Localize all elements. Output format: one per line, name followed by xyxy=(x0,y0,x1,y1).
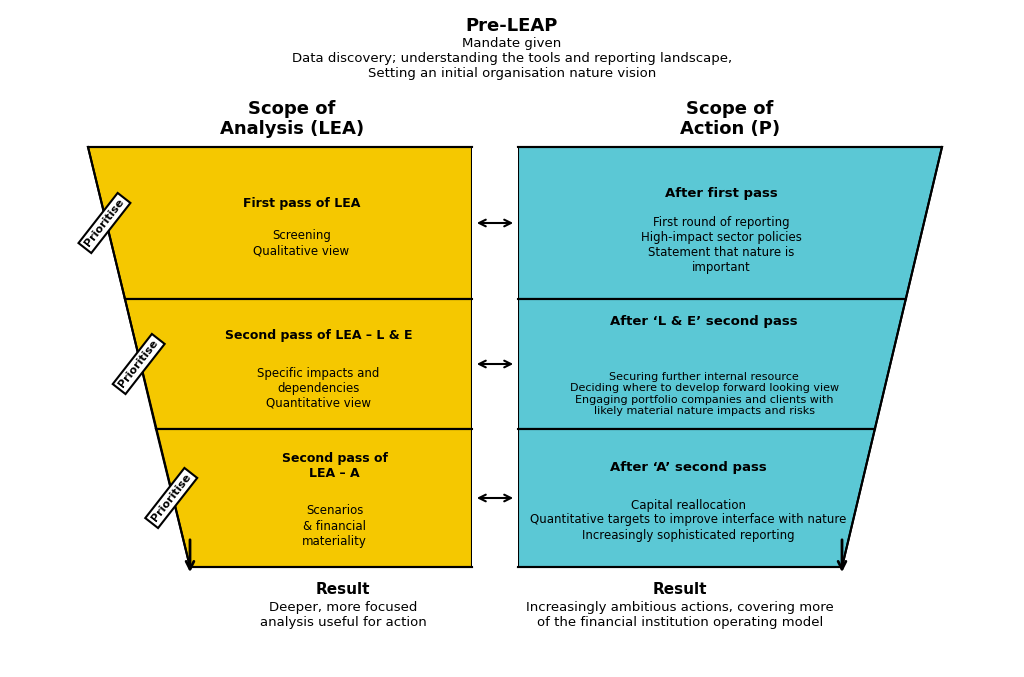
Text: Increasingly ambitious actions, covering more
of the financial institution opera: Increasingly ambitious actions, covering… xyxy=(526,601,834,629)
Text: Capital reallocation
Quantitative targets to improve interface with nature
Incre: Capital reallocation Quantitative target… xyxy=(530,498,847,542)
Polygon shape xyxy=(518,299,906,429)
Text: Pre-LEAP: Pre-LEAP xyxy=(466,17,558,35)
Text: Specific impacts and
dependencies
Quantitative view: Specific impacts and dependencies Quanti… xyxy=(257,366,380,410)
Text: Screening
Qualitative view: Screening Qualitative view xyxy=(253,229,349,257)
FancyArrowPatch shape xyxy=(479,495,511,502)
Text: Result: Result xyxy=(652,582,708,596)
Polygon shape xyxy=(88,147,472,299)
Text: Result: Result xyxy=(315,582,371,596)
Text: Second pass of
LEA – A: Second pass of LEA – A xyxy=(282,452,388,480)
Text: Prioritise: Prioritise xyxy=(83,197,126,248)
Polygon shape xyxy=(472,147,518,567)
Polygon shape xyxy=(518,147,942,299)
Text: Securing further internal resource
Deciding where to develop forward looking vie: Securing further internal resource Decid… xyxy=(569,372,839,416)
Text: After ‘L & E’ second pass: After ‘L & E’ second pass xyxy=(610,315,798,328)
FancyArrowPatch shape xyxy=(479,361,511,368)
Text: Second pass of LEA – L & E: Second pass of LEA – L & E xyxy=(224,330,412,343)
Polygon shape xyxy=(518,429,874,567)
Polygon shape xyxy=(125,299,472,429)
Text: Scope of
Action (P): Scope of Action (P) xyxy=(680,100,780,138)
Text: First round of reporting
High-impact sector policies
Statement that nature is
im: First round of reporting High-impact sec… xyxy=(641,216,802,274)
Text: Scenarios
& financial
materiality: Scenarios & financial materiality xyxy=(302,504,367,548)
Text: Prioritise: Prioritise xyxy=(150,473,193,524)
Text: Deeper, more focused
analysis useful for action: Deeper, more focused analysis useful for… xyxy=(260,601,426,629)
Text: After first pass: After first pass xyxy=(665,186,777,200)
Text: Scope of
Analysis (LEA): Scope of Analysis (LEA) xyxy=(220,100,365,138)
Text: Prioritise: Prioritise xyxy=(117,338,161,390)
FancyArrowPatch shape xyxy=(479,219,511,226)
Text: After ‘A’ second pass: After ‘A’ second pass xyxy=(610,462,767,475)
Text: First pass of LEA: First pass of LEA xyxy=(243,196,359,209)
Text: Mandate given
Data discovery; understanding the tools and reporting landscape,
S: Mandate given Data discovery; understand… xyxy=(292,37,732,80)
Polygon shape xyxy=(157,429,472,567)
